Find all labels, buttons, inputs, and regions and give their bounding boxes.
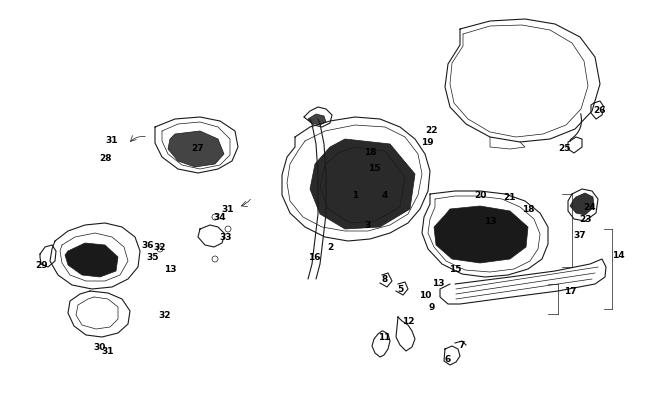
Text: 31: 31 bbox=[102, 347, 114, 356]
Text: 9: 9 bbox=[429, 303, 436, 312]
Text: 30: 30 bbox=[94, 343, 106, 352]
Text: 24: 24 bbox=[584, 202, 596, 211]
Text: 12: 12 bbox=[402, 317, 414, 326]
Text: 14: 14 bbox=[612, 250, 624, 259]
Text: 13: 13 bbox=[432, 278, 444, 287]
Text: 33: 33 bbox=[220, 233, 232, 242]
Text: 25: 25 bbox=[559, 143, 571, 152]
Polygon shape bbox=[308, 115, 326, 126]
Text: 22: 22 bbox=[426, 125, 438, 134]
Text: 1: 1 bbox=[352, 190, 358, 199]
Text: 34: 34 bbox=[214, 213, 226, 222]
Text: 16: 16 bbox=[307, 253, 320, 262]
Text: 17: 17 bbox=[564, 287, 577, 296]
Text: 37: 37 bbox=[574, 230, 586, 239]
Text: 20: 20 bbox=[474, 191, 486, 200]
Text: 15: 15 bbox=[448, 265, 461, 274]
Text: 18: 18 bbox=[522, 205, 534, 214]
Polygon shape bbox=[168, 132, 224, 168]
Text: 7: 7 bbox=[459, 340, 465, 349]
Polygon shape bbox=[570, 194, 594, 215]
Polygon shape bbox=[434, 207, 528, 263]
Polygon shape bbox=[65, 243, 118, 277]
Text: 26: 26 bbox=[593, 105, 606, 114]
Text: 3: 3 bbox=[365, 220, 371, 229]
Text: 11: 11 bbox=[378, 333, 390, 342]
Text: 31: 31 bbox=[222, 205, 234, 214]
Text: 2: 2 bbox=[327, 243, 333, 252]
Text: 21: 21 bbox=[504, 193, 516, 202]
Text: 32: 32 bbox=[154, 243, 166, 252]
Text: 31: 31 bbox=[106, 135, 118, 144]
Text: 28: 28 bbox=[99, 153, 111, 162]
Text: 18: 18 bbox=[364, 147, 376, 156]
Text: 10: 10 bbox=[419, 290, 431, 299]
Text: 29: 29 bbox=[36, 260, 48, 269]
Text: 13: 13 bbox=[164, 265, 176, 274]
Text: 4: 4 bbox=[382, 191, 388, 200]
Text: 36: 36 bbox=[142, 240, 154, 249]
Text: 15: 15 bbox=[368, 163, 380, 172]
Text: 35: 35 bbox=[147, 253, 159, 262]
Text: 32: 32 bbox=[159, 310, 171, 319]
Text: 8: 8 bbox=[382, 275, 388, 284]
Text: 19: 19 bbox=[421, 137, 434, 146]
Polygon shape bbox=[310, 140, 415, 230]
Text: 6: 6 bbox=[445, 355, 451, 364]
Text: 5: 5 bbox=[397, 285, 403, 294]
Text: 23: 23 bbox=[580, 215, 592, 224]
Text: 27: 27 bbox=[192, 143, 204, 152]
Text: 13: 13 bbox=[484, 217, 496, 226]
